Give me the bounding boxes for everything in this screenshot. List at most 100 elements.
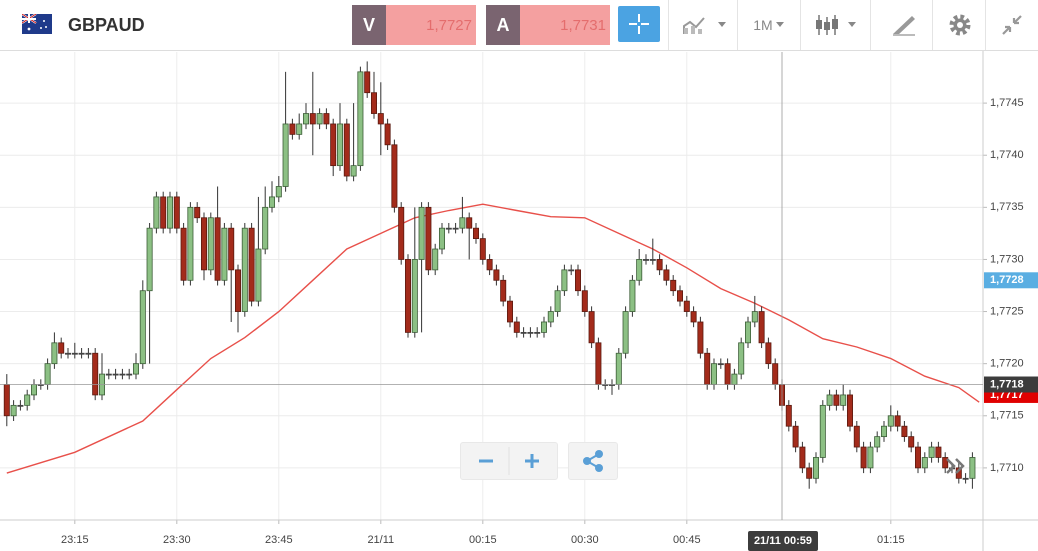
candle [575,264,582,296]
candle-body [887,415,894,427]
candle [847,389,854,432]
candle-body [704,352,711,385]
candle-body [615,352,622,385]
candle-body [255,248,262,302]
candle [466,212,473,260]
candle [772,358,779,390]
candle-body [432,248,439,271]
price-tag [984,272,1038,289]
candle [765,337,772,369]
candle-body [309,113,316,125]
timeframe-menu[interactable]: 1M [748,0,792,50]
candle-body [853,425,860,448]
candle [867,441,874,474]
candle [901,420,908,442]
candle [51,332,58,369]
share-button[interactable] [568,442,618,480]
candle-body [105,373,112,376]
candle [350,103,357,182]
y-tick-label: 1,7725 [990,305,1024,317]
candle [479,233,486,265]
candle [58,337,65,359]
crosshair-time-label: 21/11 00:59 [754,535,812,547]
candle-menu[interactable] [812,0,862,50]
candle-body [275,186,282,198]
bid-button[interactable]: V [352,5,386,45]
y-tick-label: 1,7720 [990,358,1024,370]
scroll-right[interactable] [944,456,970,476]
candle-body [364,71,371,94]
candle-body [221,227,228,281]
candle-body [840,394,847,406]
candle-body [330,123,337,167]
draw-tool[interactable] [880,0,928,50]
x-tick-label: 21/11 [367,534,394,546]
candle [942,452,949,474]
candle-body [724,363,731,385]
candle [65,348,72,359]
candle [833,389,840,411]
candle [336,103,343,171]
candle-body [908,436,915,448]
candle [853,420,860,453]
candle [581,285,588,317]
candle-body [166,196,173,229]
candle-body [85,352,92,355]
candle-body [438,227,445,250]
candle-body [547,311,554,323]
candle-icon [816,15,856,35]
candle-body [969,457,976,479]
candle-body [452,227,459,230]
candle [534,327,541,338]
candle-body [282,123,289,187]
candle [908,431,915,453]
price-tag-label: 1,7728 [990,274,1024,286]
candle [418,202,425,333]
candle [85,348,92,359]
settings[interactable] [940,0,980,50]
candle-body [826,394,833,406]
candle-body [17,404,24,407]
collapse[interactable] [992,0,1032,50]
chart-type-menu[interactable] [680,0,730,50]
candle-body [92,352,99,396]
candle [316,108,323,130]
ask-price[interactable]: 1,7731 [520,5,610,45]
candle-body [194,206,201,219]
candle [323,108,330,130]
candle-body [78,352,85,355]
bid-price[interactable]: 1,7727 [386,5,476,45]
candle-body [677,290,684,302]
candle [17,400,24,411]
candle-body [731,373,738,385]
candle [160,191,167,234]
candle [670,275,677,296]
crosshair-button[interactable] [618,6,660,42]
candle-body [874,436,881,448]
candle-body [411,259,418,333]
candle [683,295,690,317]
candle-body [214,217,221,281]
candle [44,358,51,390]
candle-body [302,113,309,125]
candle-body [384,123,391,146]
candle [296,113,303,140]
candle [71,342,78,359]
candle [200,212,207,281]
candle-body [173,196,180,229]
candle-body [541,321,548,333]
candle-body [296,123,303,135]
candle-body [112,373,119,376]
candle [690,306,697,328]
candle-body [391,144,398,208]
candle [636,249,643,286]
candle [840,384,847,411]
candle [187,202,194,286]
candle [30,379,37,401]
zoom-icons [479,447,539,475]
candle-body [738,342,745,375]
candle [656,254,663,276]
candle-body [398,206,405,260]
ask-button[interactable]: A [486,5,520,45]
